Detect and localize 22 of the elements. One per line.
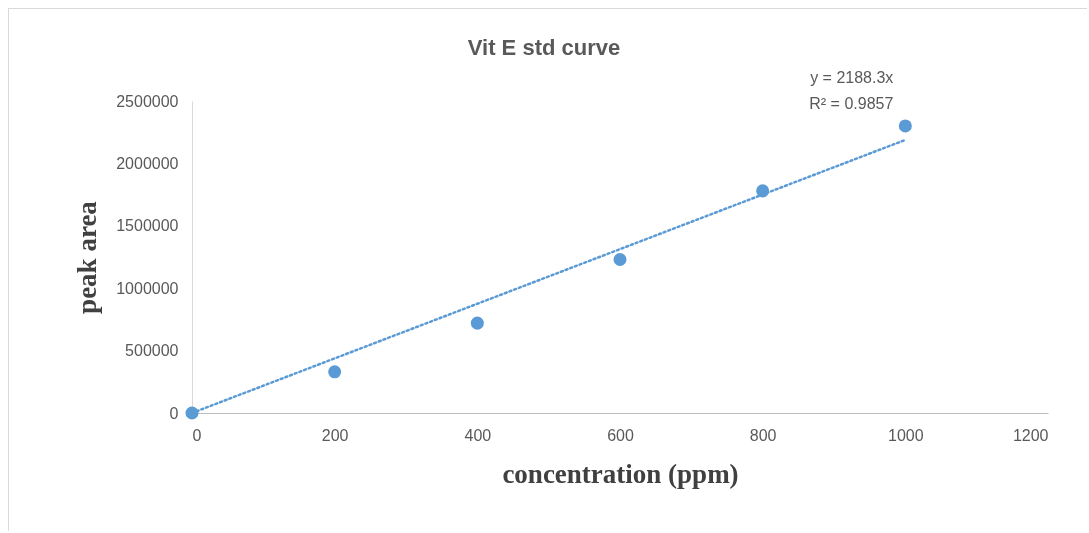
y-tick-label: 2500000: [116, 92, 179, 110]
x-tick-label: 400: [464, 426, 492, 444]
y-tick-label: 500000: [125, 342, 179, 360]
x-tick-label: 600: [607, 426, 634, 444]
point: [898, 119, 912, 133]
chart-title: Vit E std curve: [467, 35, 621, 60]
x-tick-label: 800: [749, 426, 777, 444]
annotation: R² = 0.9857: [809, 95, 894, 112]
y-axis-title: peak area: [72, 200, 103, 314]
x-tick-label: 1200: [1012, 426, 1049, 444]
point: [328, 365, 342, 379]
text: y = 2188.3x: [810, 69, 894, 86]
y-tick-label: 1500000: [116, 217, 179, 235]
point: [470, 316, 484, 330]
y-tick-label: 1000000: [116, 279, 179, 297]
x-axis-title: concentration (ppm): [502, 458, 739, 489]
x-tick-label: 0: [192, 426, 202, 444]
x-tick-label: 200: [321, 426, 349, 444]
point: [613, 252, 627, 266]
x-tick-label: 1000: [888, 426, 924, 444]
y-tick-label: 2000000: [116, 154, 179, 172]
y-tick-label: 0: [169, 404, 179, 422]
